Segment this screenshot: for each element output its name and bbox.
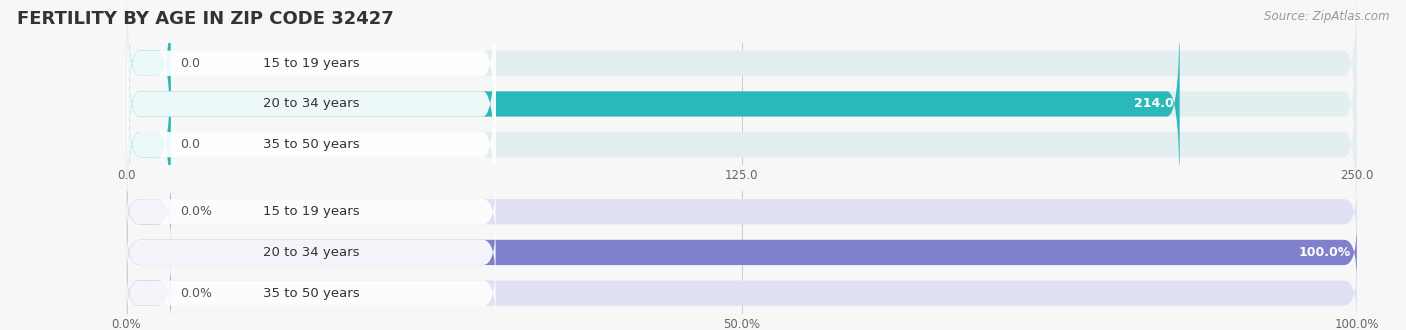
FancyBboxPatch shape [127,223,1357,281]
FancyBboxPatch shape [127,264,1357,322]
FancyBboxPatch shape [127,223,1357,281]
Text: 0.0%: 0.0% [180,205,212,218]
FancyBboxPatch shape [127,12,1357,196]
FancyBboxPatch shape [127,12,496,196]
Text: 20 to 34 years: 20 to 34 years [263,97,360,111]
FancyBboxPatch shape [127,0,496,155]
Text: 20 to 34 years: 20 to 34 years [263,246,360,259]
Text: 214.0: 214.0 [1133,97,1174,111]
FancyBboxPatch shape [127,182,496,241]
Text: 100.0%: 100.0% [1298,246,1351,259]
FancyBboxPatch shape [127,182,1357,241]
FancyBboxPatch shape [127,182,170,241]
Text: 35 to 50 years: 35 to 50 years [263,287,360,300]
Text: 15 to 19 years: 15 to 19 years [263,205,360,218]
Text: Source: ZipAtlas.com: Source: ZipAtlas.com [1264,10,1389,23]
FancyBboxPatch shape [127,53,1357,236]
FancyBboxPatch shape [127,0,170,155]
FancyBboxPatch shape [127,264,170,322]
FancyBboxPatch shape [127,53,170,236]
Text: 0.0: 0.0 [180,138,201,151]
FancyBboxPatch shape [127,12,1180,196]
FancyBboxPatch shape [127,223,496,281]
Text: FERTILITY BY AGE IN ZIP CODE 32427: FERTILITY BY AGE IN ZIP CODE 32427 [17,10,394,28]
Text: 35 to 50 years: 35 to 50 years [263,138,360,151]
FancyBboxPatch shape [127,264,496,322]
FancyBboxPatch shape [127,53,496,236]
Text: 0.0: 0.0 [180,57,201,70]
Text: 0.0%: 0.0% [180,287,212,300]
Text: 15 to 19 years: 15 to 19 years [263,57,360,70]
FancyBboxPatch shape [127,0,1357,155]
